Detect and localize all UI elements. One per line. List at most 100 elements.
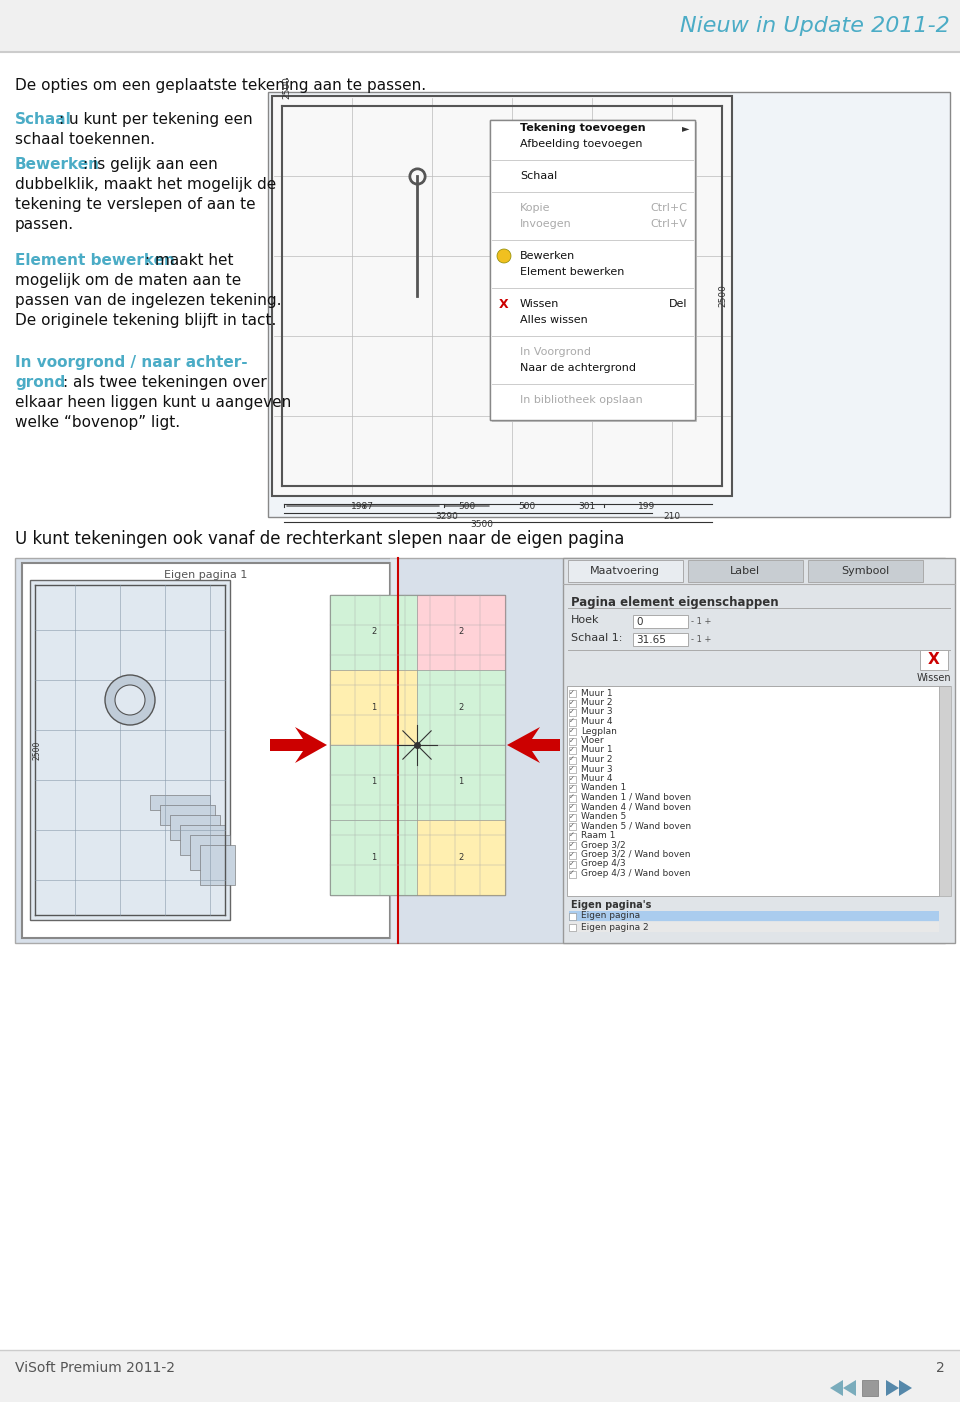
Text: ✓: ✓ <box>569 795 575 801</box>
Text: 2: 2 <box>458 628 464 637</box>
Text: De originele tekening blijft in tact.: De originele tekening blijft in tact. <box>15 313 276 328</box>
Text: ✓: ✓ <box>569 765 575 773</box>
Bar <box>569 913 576 920</box>
Bar <box>569 833 576 840</box>
Text: In voorgrond / naar achter-: In voorgrond / naar achter- <box>15 355 248 370</box>
Text: Del: Del <box>668 299 687 308</box>
Text: Wanden 1 / Wand boven: Wanden 1 / Wand boven <box>581 794 691 802</box>
Text: Raam 1: Raam 1 <box>581 831 615 840</box>
Text: Kopie: Kopie <box>520 203 550 213</box>
Bar <box>920 651 948 670</box>
Text: : als twee tekeningen over: : als twee tekeningen over <box>63 374 267 390</box>
Bar <box>22 564 390 938</box>
Bar <box>268 93 950 517</box>
Bar <box>633 632 688 646</box>
Text: Muur 2: Muur 2 <box>581 756 612 764</box>
Text: Groep 3/2: Groep 3/2 <box>581 841 626 850</box>
Bar <box>569 924 576 931</box>
Text: 3500: 3500 <box>470 520 493 529</box>
Bar <box>190 836 230 871</box>
Text: Tekening toevoegen: Tekening toevoegen <box>520 123 646 133</box>
Text: grond: grond <box>15 374 65 390</box>
Text: Eigen pagina: Eigen pagina <box>581 911 640 921</box>
Text: ►: ► <box>682 123 689 133</box>
Text: X: X <box>928 652 940 667</box>
Text: Alles wissen: Alles wissen <box>520 315 588 325</box>
Text: Wissen: Wissen <box>520 299 560 308</box>
Text: schaal toekennen.: schaal toekennen. <box>15 132 155 147</box>
Text: ✓: ✓ <box>569 833 575 838</box>
Bar <box>569 775 576 782</box>
Bar <box>569 813 576 820</box>
Text: 2500: 2500 <box>32 740 41 760</box>
Bar <box>417 594 505 670</box>
Text: : maakt het: : maakt het <box>145 252 233 268</box>
Polygon shape <box>830 1380 843 1396</box>
Text: ✓: ✓ <box>569 709 575 715</box>
Bar <box>200 845 235 885</box>
Text: Eigen pagina 2: Eigen pagina 2 <box>581 923 649 931</box>
Bar <box>569 690 576 697</box>
Bar <box>569 700 576 707</box>
Text: Bewerken: Bewerken <box>520 251 575 261</box>
Text: Wanden 5 / Wand boven: Wanden 5 / Wand boven <box>581 822 691 830</box>
Text: Label: Label <box>730 566 760 576</box>
Text: ✓: ✓ <box>569 823 575 829</box>
Bar <box>688 559 803 582</box>
Bar <box>569 785 576 792</box>
Text: Element bewerken: Element bewerken <box>520 266 624 278</box>
Text: dubbelklik, maakt het mogelijk de: dubbelklik, maakt het mogelijk de <box>15 177 276 192</box>
Polygon shape <box>507 728 560 763</box>
Text: 1: 1 <box>372 702 376 711</box>
Bar <box>330 594 505 894</box>
Text: Muur 1: Muur 1 <box>581 746 612 754</box>
Bar <box>569 823 576 830</box>
Bar <box>569 911 939 921</box>
Text: 0: 0 <box>636 617 642 627</box>
Text: ✓: ✓ <box>569 747 575 753</box>
Text: welke “bovenop” ligt.: welke “bovenop” ligt. <box>15 415 180 430</box>
Text: Wanden 1: Wanden 1 <box>581 784 626 792</box>
Text: 1: 1 <box>372 852 376 861</box>
Text: Eigen pagina 1: Eigen pagina 1 <box>164 571 248 580</box>
Text: 1: 1 <box>372 778 376 787</box>
Bar <box>417 670 505 744</box>
Text: Groep 4/3: Groep 4/3 <box>581 859 626 868</box>
Bar <box>569 728 576 735</box>
Text: 1987: 1987 <box>350 502 373 510</box>
Text: 500: 500 <box>458 502 475 510</box>
Text: passen.: passen. <box>15 217 74 231</box>
Text: Invoegen: Invoegen <box>520 219 572 229</box>
Bar <box>490 121 695 421</box>
Text: ✓: ✓ <box>569 737 575 743</box>
Bar <box>569 718 576 725</box>
Text: 31.65: 31.65 <box>636 635 666 645</box>
Text: Bewerken: Bewerken <box>15 157 100 172</box>
Text: U kunt tekeningen ook vanaf de rechterkant slepen naar de eigen pagina: U kunt tekeningen ook vanaf de rechterka… <box>15 530 624 548</box>
Bar <box>150 795 210 810</box>
Bar <box>492 122 697 422</box>
Bar <box>569 709 576 716</box>
Polygon shape <box>843 1380 856 1396</box>
Text: ✓: ✓ <box>569 728 575 735</box>
Bar <box>569 871 576 878</box>
Bar <box>569 747 576 754</box>
Text: 199: 199 <box>638 502 656 510</box>
Text: In Voorgrond: In Voorgrond <box>520 348 591 358</box>
Text: Eigen pagina's: Eigen pagina's <box>571 900 652 910</box>
Bar <box>569 757 576 764</box>
Bar <box>569 795 576 802</box>
Text: Ctrl+V: Ctrl+V <box>650 219 687 229</box>
Polygon shape <box>886 1380 899 1396</box>
Text: elkaar heen liggen kunt u aangeven: elkaar heen liggen kunt u aangeven <box>15 395 291 409</box>
Bar <box>569 923 939 932</box>
Text: In bibliotheek opslaan: In bibliotheek opslaan <box>520 395 643 405</box>
Text: 1: 1 <box>458 778 464 787</box>
Bar <box>170 815 220 840</box>
Text: 2: 2 <box>936 1361 945 1375</box>
Bar <box>569 861 576 868</box>
Bar <box>180 824 225 855</box>
Text: Schaal: Schaal <box>15 112 72 128</box>
Text: 2: 2 <box>458 702 464 711</box>
Bar <box>330 820 417 894</box>
